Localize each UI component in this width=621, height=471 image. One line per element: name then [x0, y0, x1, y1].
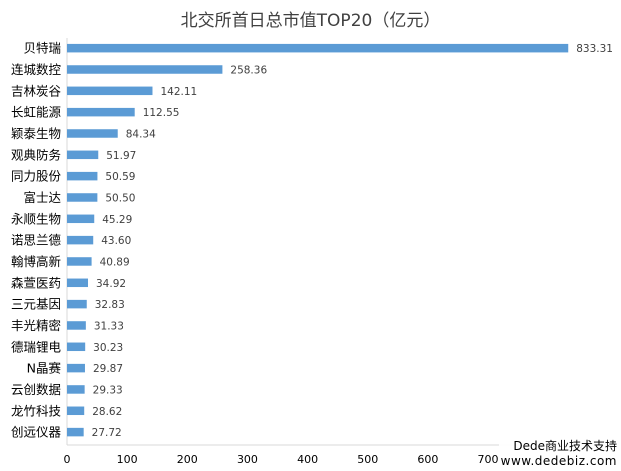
x-tick-label: 600 [417, 453, 438, 466]
bar [67, 385, 85, 394]
watermark: Dede商业技术支持 www.dedebiz.com [498, 439, 619, 469]
category-label: 颖泰生物 [11, 126, 61, 141]
bar [67, 363, 85, 373]
bar [67, 193, 98, 202]
bar [67, 235, 94, 245]
data-label: 29.33 [93, 384, 123, 396]
x-tick-label: 100 [117, 453, 138, 466]
data-label: 27.72 [92, 427, 122, 439]
data-label: 112.55 [143, 107, 180, 119]
category-label: 吉林炭谷 [11, 83, 62, 98]
x-tick-label: 500 [357, 453, 378, 466]
category-label: 诺思兰德 [11, 233, 62, 248]
bar [67, 171, 98, 181]
bar [67, 129, 118, 138]
category-label: 贝特瑞 [23, 41, 61, 56]
x-tick-label: 400 [297, 453, 318, 466]
data-label: 30.23 [93, 342, 123, 354]
data-label: 29.87 [93, 363, 123, 375]
chart-title: 北交所首日总市值TOP20（亿元） [180, 11, 441, 31]
category-label: 永顺生物 [11, 211, 61, 226]
bar [67, 107, 135, 117]
bar [67, 65, 223, 74]
bar [67, 278, 89, 288]
data-label: 45.29 [102, 214, 132, 226]
x-tick-label: 200 [177, 453, 198, 466]
data-label: 50.59 [105, 171, 135, 183]
bar [67, 321, 86, 330]
x-tick-label: 700 [478, 453, 499, 466]
bar [67, 342, 86, 352]
watermark-line-2: www.dedebiz.com [500, 454, 617, 468]
bar [67, 86, 153, 96]
watermark-line-1: Dede商业技术支持 [513, 439, 617, 453]
data-label: 50.50 [105, 192, 135, 204]
category-label: 云创数据 [11, 382, 61, 397]
data-label: 34.92 [96, 278, 126, 290]
category-label: 龙竹科技 [11, 403, 62, 418]
bar [67, 150, 99, 160]
data-label: 51.97 [106, 150, 136, 162]
data-label: 833.31 [576, 43, 613, 55]
bar [67, 406, 85, 416]
bar [67, 214, 95, 224]
data-label: 43.60 [101, 235, 131, 247]
category-label: 创远仪器 [11, 425, 62, 440]
category-label: 连城数控 [11, 62, 62, 77]
category-label: 富士达 [23, 190, 61, 205]
bar [67, 427, 84, 437]
category-label: 丰光精密 [11, 318, 61, 333]
bar [67, 43, 569, 53]
data-label: 84.34 [126, 128, 156, 140]
data-label: 28.62 [92, 406, 122, 418]
bar [67, 299, 87, 309]
data-label: 32.83 [95, 299, 125, 311]
category-label: 德瑞锂电 [11, 339, 62, 354]
category-label: 翰博高新 [11, 254, 61, 269]
category-label: 森萱医药 [11, 275, 61, 290]
category-label: 长虹能源 [11, 105, 62, 120]
data-label: 31.33 [94, 320, 124, 332]
category-label: 三元基因 [11, 297, 61, 312]
category-label: N晶赛 [27, 361, 62, 376]
category-label: 观典防务 [11, 147, 61, 162]
data-label: 142.11 [160, 86, 197, 98]
bar [67, 257, 92, 266]
x-tick-label: 300 [237, 453, 258, 466]
x-tick-label: 0 [64, 453, 71, 466]
data-label: 40.89 [100, 256, 130, 268]
category-label: 同力股份 [11, 169, 62, 184]
data-label: 258.36 [230, 64, 267, 76]
